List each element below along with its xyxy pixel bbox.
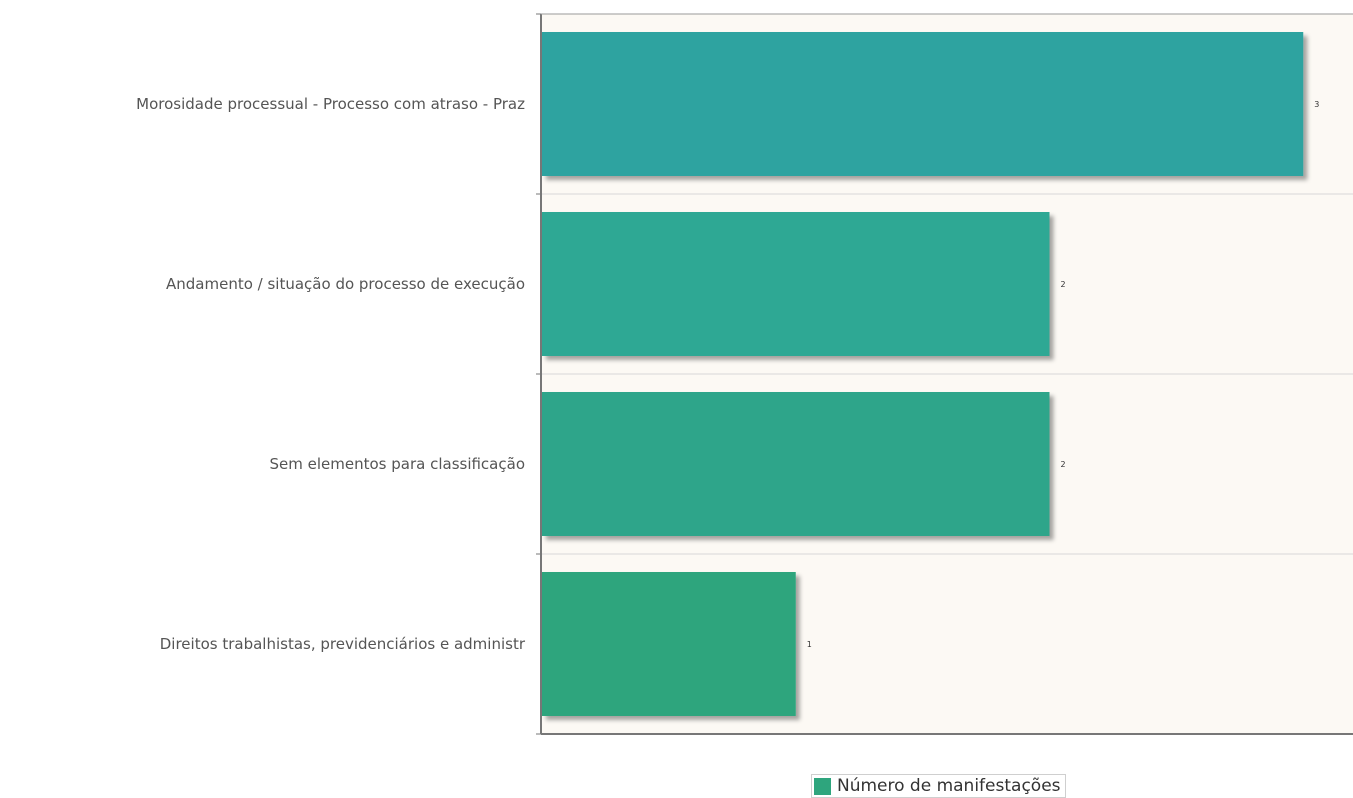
category-label: Sem elementos para classificação: [270, 455, 526, 473]
axes: [536, 13, 1353, 735]
value-label: 2: [1061, 460, 1066, 469]
bars: [542, 32, 1304, 716]
legend-label: Número de manifestações: [837, 776, 1061, 796]
bar: [542, 32, 1304, 176]
legend-swatch: [814, 777, 831, 795]
category-label: Direitos trabalhistas, previdenciários e…: [160, 635, 526, 653]
bar: [542, 212, 1050, 356]
value-labels: 3 2 2 1: [807, 100, 1320, 649]
legend[interactable]: Número de manifestações: [811, 774, 1066, 798]
bar: [542, 572, 796, 716]
value-label: 2: [1061, 280, 1066, 289]
bar: [542, 392, 1050, 536]
category-label: Andamento / situação do processo de exec…: [166, 275, 525, 293]
value-label: 3: [1314, 100, 1319, 109]
value-label: 1: [807, 640, 812, 649]
grid-lines: [541, 193, 1353, 555]
category-label: Morosidade processual - Processo com atr…: [136, 95, 525, 113]
category-labels: Morosidade processual - Processo com atr…: [136, 95, 526, 653]
